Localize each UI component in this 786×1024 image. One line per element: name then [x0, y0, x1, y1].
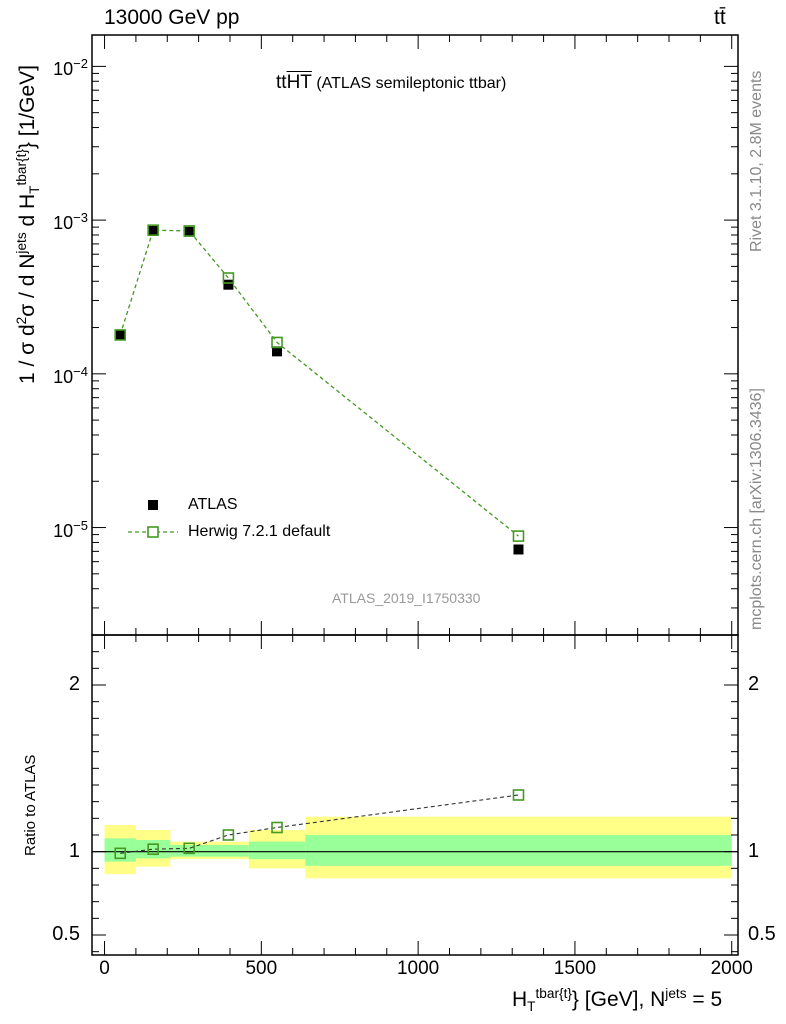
mcplots-label: mcplots.cern.ch [arXiv:1306.3436] [748, 388, 765, 630]
ratio-y-tick-label-left-2: 2 [68, 673, 80, 695]
herwig-point-3 [222, 272, 235, 284]
atlas-point-2 [184, 226, 195, 237]
herwig-point-4 [271, 336, 283, 349]
x-tick-label-1500: 1500 [553, 958, 597, 979]
ratio-y-tick-label-right-1: 1 [748, 839, 760, 862]
herwig-ratio-point-1 [147, 843, 159, 855]
ratio-inner-band-3 [248, 841, 306, 860]
xtitle-sub-a: T [527, 999, 536, 1015]
rivet-label: Rivet 3.1.10, 2.8M events [748, 70, 765, 252]
xtitle-part-c: = 5 [686, 988, 723, 1011]
x-tick-label-2000: 2000 [710, 958, 753, 979]
atlas-point-5 [513, 544, 524, 555]
x-tick-label-0: 0 [99, 958, 110, 979]
ratio-y-tick-label-left-1: 1 [68, 839, 80, 862]
x-axis-title: HTtbar{t}} [GeV], Njets = 5 [512, 986, 722, 1014]
xtitle-part-a: H [512, 988, 528, 1011]
ratio-inner-band-0 [104, 838, 136, 862]
ratio-y-tick-label-right-2: 2 [748, 673, 760, 695]
analysis-id: ATLAS_2019_I1750330 [332, 590, 481, 606]
herwig-main-line [119, 229, 519, 537]
main-frame [91, 34, 739, 636]
main-y-tick-label-2: 10−3 [53, 210, 88, 234]
ratio-inner-band-2 [170, 845, 249, 857]
ytitle-part-c: d H [16, 193, 39, 233]
herwig-ratio-point-5 [512, 789, 525, 801]
herwig-point-0 [114, 329, 127, 341]
plot-title: ttHT (ATLAS semileptonic ttbar) [276, 72, 506, 94]
atlas-point-0 [115, 329, 126, 340]
ratio-y-tick-label-right-0.5: 0.5 [748, 923, 776, 945]
ratio-y-tick-label-left-0.5: 0.5 [52, 923, 80, 945]
ratio-inner-band-1 [135, 840, 171, 859]
atlas-point-1 [148, 225, 159, 236]
collision-label: 13000 GeV pp [104, 6, 240, 29]
title-suffix: (ATLAS semileptonic ttbar) [311, 75, 507, 92]
legend-marker-atlas [148, 500, 158, 510]
main-y-axis-title: 1 / σ d2σ / d Njets d HTtbar{t}} [1/GeV] [14, 65, 42, 384]
x-tick-label-500: 500 [245, 958, 278, 979]
ytitle-sup-c: tbar{t} [14, 149, 29, 186]
herwig-ratio-point-4 [271, 821, 283, 834]
xtitle-part-b: } [GeV], N [571, 988, 666, 1011]
herwig-ratio-point-2 [183, 842, 196, 855]
process-label: tt̄ [714, 6, 726, 29]
herwig-point-1 [147, 224, 159, 236]
ratio-inner-band-4 [305, 835, 732, 866]
atlas-point-3 [223, 279, 234, 290]
xtitle-sup-a: tbar{t} [535, 986, 572, 1001]
ytitle-part-b: σ / d N [16, 253, 39, 317]
herwig-point-2 [183, 225, 196, 237]
legend-label-herwig: Herwig 7.2.1 default [188, 523, 331, 540]
ytitle-sup-b: jets [14, 232, 29, 254]
legend-marker-herwig [147, 526, 159, 538]
main-y-tick-label-0: 10−5 [53, 517, 88, 541]
main-y-tick-label-1: 10−4 [53, 363, 88, 387]
ratio-frame [91, 634, 739, 956]
main-y-tick-label-3: 10−2 [53, 56, 88, 80]
ytitle-part-a: 1 / σ d [16, 324, 39, 384]
herwig-ratio-point-0 [114, 847, 127, 860]
ytitle-sub-c: T [27, 185, 43, 194]
herwig-point-5 [512, 530, 525, 542]
ratio-y-axis-title: Ratio to ATLAS [22, 754, 39, 856]
atlas-point-4 [272, 346, 283, 357]
ytitle-part-d: } [1/GeV] [16, 65, 39, 150]
xtitle-sup-b: jets [665, 986, 687, 1001]
herwig-ratio-point-3 [222, 829, 235, 841]
title-prefix: tt [276, 72, 287, 93]
ytitle-sup-a: 2 [14, 316, 29, 325]
title-overline: HT [286, 72, 312, 93]
x-tick-label-1000: 1000 [396, 958, 440, 979]
legend-label-atlas: ATLAS [188, 496, 238, 513]
